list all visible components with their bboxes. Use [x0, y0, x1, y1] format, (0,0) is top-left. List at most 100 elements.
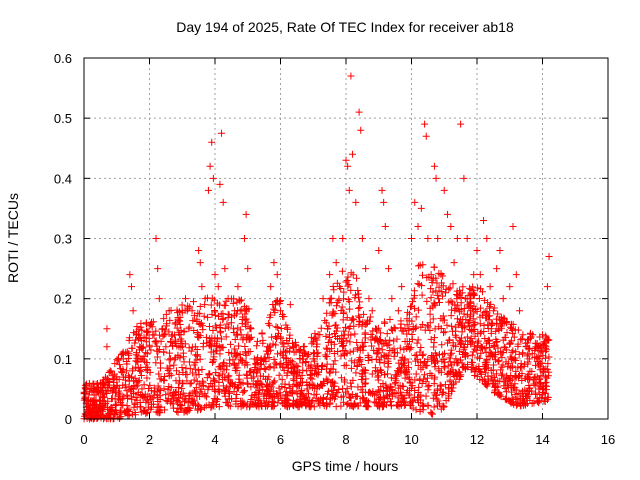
- data-point: [120, 393, 128, 401]
- data-point: [481, 335, 489, 343]
- data-point: [178, 379, 186, 387]
- data-point: [468, 351, 476, 359]
- data-point: [189, 401, 197, 409]
- data-point: [163, 364, 171, 372]
- data-point: [305, 390, 313, 398]
- data-point: [459, 323, 467, 331]
- data-point: [459, 283, 467, 291]
- data-point: [225, 348, 233, 356]
- data-point: [266, 313, 274, 321]
- data-point: [140, 407, 148, 415]
- data-point: [155, 295, 163, 303]
- data-point: [373, 350, 381, 358]
- data-point: [471, 291, 479, 299]
- data-point: [318, 366, 326, 374]
- data-point: [154, 382, 162, 390]
- data-point: [537, 348, 545, 356]
- data-point: [426, 319, 434, 327]
- data-point: [248, 374, 256, 382]
- data-point: [186, 365, 194, 373]
- data-point: [351, 330, 359, 338]
- data-point: [275, 371, 283, 379]
- data-point: [239, 313, 247, 321]
- data-point: [435, 365, 443, 373]
- data-point: [297, 400, 305, 408]
- data-point: [236, 326, 244, 334]
- data-point: [437, 314, 445, 322]
- data-point: [368, 370, 376, 378]
- data-point: [531, 347, 539, 355]
- data-point: [529, 331, 537, 339]
- data-point: [501, 384, 509, 392]
- data-point: [240, 387, 248, 395]
- data-point: [284, 325, 292, 333]
- data-point: [167, 355, 175, 363]
- data-point: [465, 318, 473, 326]
- data-point: [413, 339, 421, 347]
- data-point: [377, 366, 385, 374]
- data-point: [354, 383, 362, 391]
- data-point: [345, 298, 353, 306]
- data-point: [339, 316, 347, 324]
- data-point: [448, 322, 456, 330]
- data-point: [127, 283, 135, 291]
- data-point: [282, 388, 290, 396]
- data-point: [125, 336, 133, 344]
- data-point: [208, 402, 216, 410]
- data-point: [445, 354, 453, 362]
- data-point: [487, 329, 495, 337]
- data-point: [137, 343, 145, 351]
- data-point: [182, 407, 190, 415]
- data-point: [328, 311, 336, 319]
- data-point: [212, 368, 220, 376]
- data-point: [281, 380, 289, 388]
- data-point: [390, 337, 398, 345]
- data-point: [478, 288, 486, 296]
- data-point: [448, 361, 456, 369]
- data-point: [260, 364, 268, 372]
- data-point: [111, 360, 119, 368]
- data-point: [354, 286, 362, 294]
- data-point: [405, 326, 413, 334]
- data-point: [397, 356, 405, 364]
- data-point: [271, 359, 279, 367]
- data-point: [174, 383, 182, 391]
- data-point: [313, 343, 321, 351]
- data-point: [470, 342, 478, 350]
- data-point: [265, 363, 273, 371]
- data-point: [290, 343, 298, 351]
- data-point: [186, 380, 194, 388]
- data-point: [196, 302, 204, 310]
- data-point: [244, 265, 252, 273]
- data-point: [356, 354, 364, 362]
- data-point: [243, 370, 251, 378]
- data-point: [236, 351, 244, 359]
- data-point: [85, 391, 93, 399]
- data-point: [220, 359, 228, 367]
- data-point: [440, 316, 448, 324]
- data-point: [199, 382, 207, 390]
- data-point: [183, 371, 191, 379]
- data-point: [412, 406, 420, 414]
- data-point: [432, 287, 440, 295]
- data-point: [194, 366, 202, 374]
- data-point: [470, 291, 478, 299]
- data-point: [387, 402, 395, 410]
- data-point: [201, 301, 209, 309]
- data-point: [496, 377, 504, 385]
- data-point: [347, 364, 355, 372]
- data-point: [532, 361, 540, 369]
- data-point: [470, 309, 478, 317]
- data-point: [299, 359, 307, 367]
- data-point: [179, 349, 187, 357]
- data-point: [521, 386, 529, 394]
- data-point: [430, 403, 438, 411]
- data-point: [340, 288, 348, 296]
- data-point: [113, 373, 121, 381]
- data-point: [435, 295, 443, 303]
- data-point: [155, 370, 163, 378]
- data-point: [429, 288, 437, 296]
- data-point: [217, 310, 225, 318]
- data-point: [369, 390, 377, 398]
- data-point: [451, 307, 459, 315]
